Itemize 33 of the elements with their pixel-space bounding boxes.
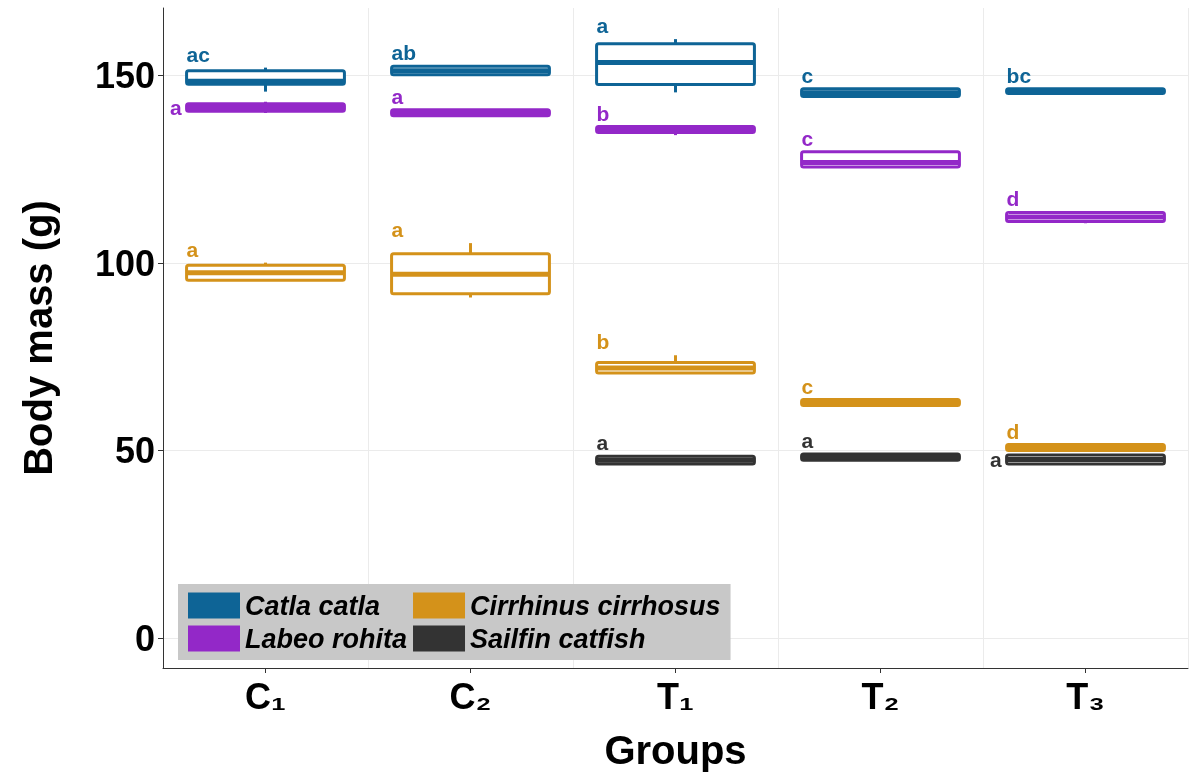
text: ab [391, 41, 417, 65]
legend-label: Cirrhinus cirrhosus [470, 590, 721, 621]
text: b [596, 330, 610, 354]
text: a [596, 14, 609, 38]
text: a [801, 428, 814, 452]
text: a [391, 84, 404, 108]
text: c [801, 63, 814, 87]
text: d [1006, 419, 1020, 443]
text: c [801, 126, 814, 150]
legend-label: Sailfin catfish [470, 623, 646, 654]
y-tick-label: 0 [134, 617, 155, 659]
x-tick-label: C₂ [449, 675, 492, 717]
y-tick-label: 100 [94, 242, 155, 284]
text: bc [1006, 63, 1032, 87]
text: ac [186, 42, 210, 66]
x-tick-label: T₂ [861, 675, 900, 717]
text: b [596, 101, 610, 125]
text: d [1006, 187, 1020, 211]
x-tick-label: C₁ [245, 675, 286, 717]
x-tick-label: T₃ [1066, 675, 1105, 717]
legend-label: Labeo rohita [245, 623, 408, 654]
legend-label: Catla catla [245, 590, 381, 621]
text: a [596, 431, 609, 455]
y-tick-label: 150 [94, 55, 155, 96]
text: a [169, 95, 182, 119]
text: c [801, 374, 814, 398]
x-axis-title: Groups [604, 728, 747, 772]
text: a [186, 237, 199, 261]
text: a [391, 218, 404, 242]
text: a [989, 448, 1002, 471]
x-tick-label: T₁ [657, 675, 694, 717]
y-axis-title: Body mass (g) [16, 200, 60, 476]
y-tick-label: 50 [114, 430, 155, 471]
